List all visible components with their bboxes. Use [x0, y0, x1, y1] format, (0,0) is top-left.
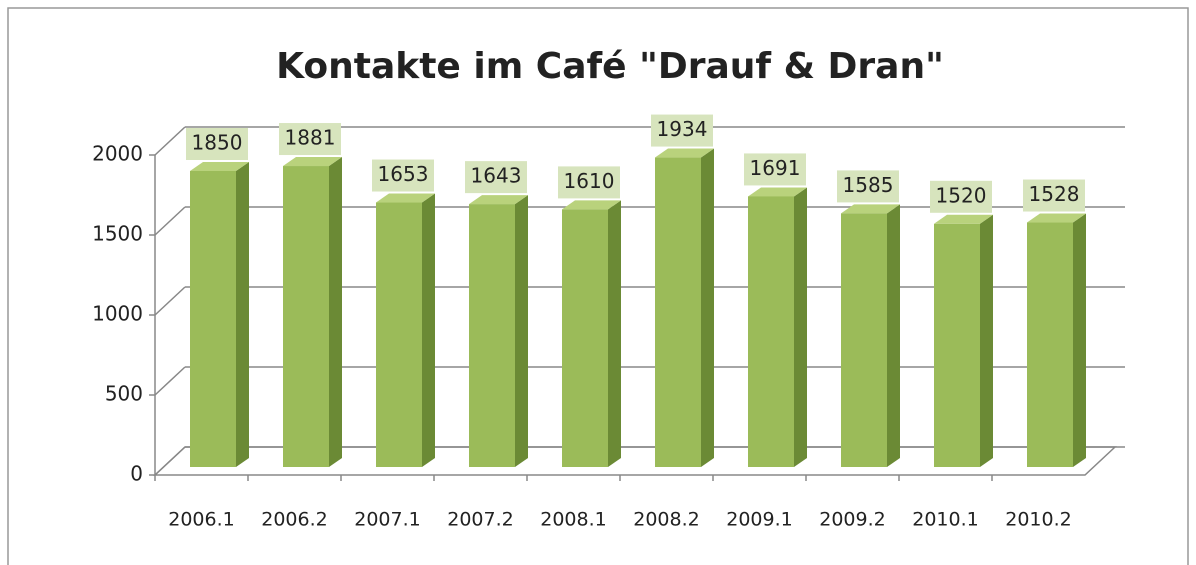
value-label: 1653: [378, 162, 429, 186]
bar-side: [515, 195, 528, 467]
y-tick-label: 2000: [92, 142, 143, 166]
bar-side: [887, 204, 900, 467]
bar-top: [283, 157, 342, 167]
value-label-box: [465, 161, 527, 194]
value-label-box: [1023, 179, 1085, 212]
grid-line-side: [154, 366, 186, 396]
bar-top: [190, 162, 249, 171]
bar-top: [655, 148, 714, 158]
value-label-box: [651, 114, 713, 147]
value-label: 1585: [843, 173, 894, 197]
value-label-box: [372, 159, 434, 192]
x-tick-label: 2010.2: [1005, 509, 1071, 531]
y-tick-label: 0: [130, 462, 143, 486]
bar-side: [329, 157, 342, 468]
value-label: 1643: [471, 164, 522, 188]
grid-line-side: [154, 206, 186, 236]
x-tick-label: 2007.1: [354, 509, 420, 531]
x-tick-label: 2007.2: [447, 509, 513, 531]
x-tick-label: 2008.2: [633, 509, 699, 531]
y-tick-label: 1000: [92, 302, 143, 326]
bar-top: [376, 193, 435, 203]
x-tick-label: 2006.2: [261, 509, 327, 531]
value-label: 1520: [936, 183, 987, 207]
bar: [469, 204, 515, 467]
bar: [841, 213, 887, 467]
value-label-box: [279, 123, 341, 156]
bar-top: [469, 195, 528, 205]
bar: [655, 157, 701, 467]
value-label-box: [744, 153, 806, 186]
y-tick-label: 500: [105, 382, 143, 406]
value-label-box: [558, 166, 620, 199]
value-label: 1528: [1029, 182, 1080, 206]
x-tick-label: 2009.1: [726, 509, 792, 531]
bar: [748, 196, 794, 467]
value-label-box: [837, 170, 899, 203]
value-label: 1610: [564, 169, 615, 193]
bar-top: [934, 214, 993, 224]
bar-side: [422, 193, 435, 467]
bar: [190, 171, 236, 467]
bar-top: [1027, 213, 1086, 223]
bar: [283, 166, 329, 468]
x-tick-label: 2006.1: [168, 509, 234, 531]
value-label: 1691: [750, 156, 801, 180]
value-label: 1881: [285, 126, 336, 150]
bar: [376, 202, 422, 467]
x-tick-label: 2009.2: [819, 509, 885, 531]
value-label-box: [186, 128, 248, 160]
bar: [934, 223, 980, 467]
bar-side: [980, 214, 993, 467]
bar: [562, 209, 608, 467]
grid-line-side: [154, 446, 186, 476]
bar-top: [841, 204, 900, 214]
value-label-box: [930, 180, 992, 213]
bar-side: [794, 187, 807, 467]
bar-side: [236, 162, 249, 467]
bar-top: [562, 200, 621, 210]
grid-line-side: [154, 126, 186, 156]
grid-line-side: [154, 286, 186, 316]
x-tick-label: 2008.1: [540, 509, 606, 531]
value-label: 1934: [657, 117, 708, 141]
y-tick-label: 1500: [92, 222, 143, 246]
bar-side: [608, 200, 621, 467]
bar-top: [748, 187, 807, 197]
chart-title: Kontakte im Café "Drauf & Dran": [276, 46, 944, 87]
bar-side: [1073, 213, 1086, 467]
x-tick-label: 2010.1: [912, 509, 978, 531]
bar: [1027, 222, 1073, 467]
bar-side: [701, 148, 714, 467]
value-label: 1850: [192, 131, 243, 155]
